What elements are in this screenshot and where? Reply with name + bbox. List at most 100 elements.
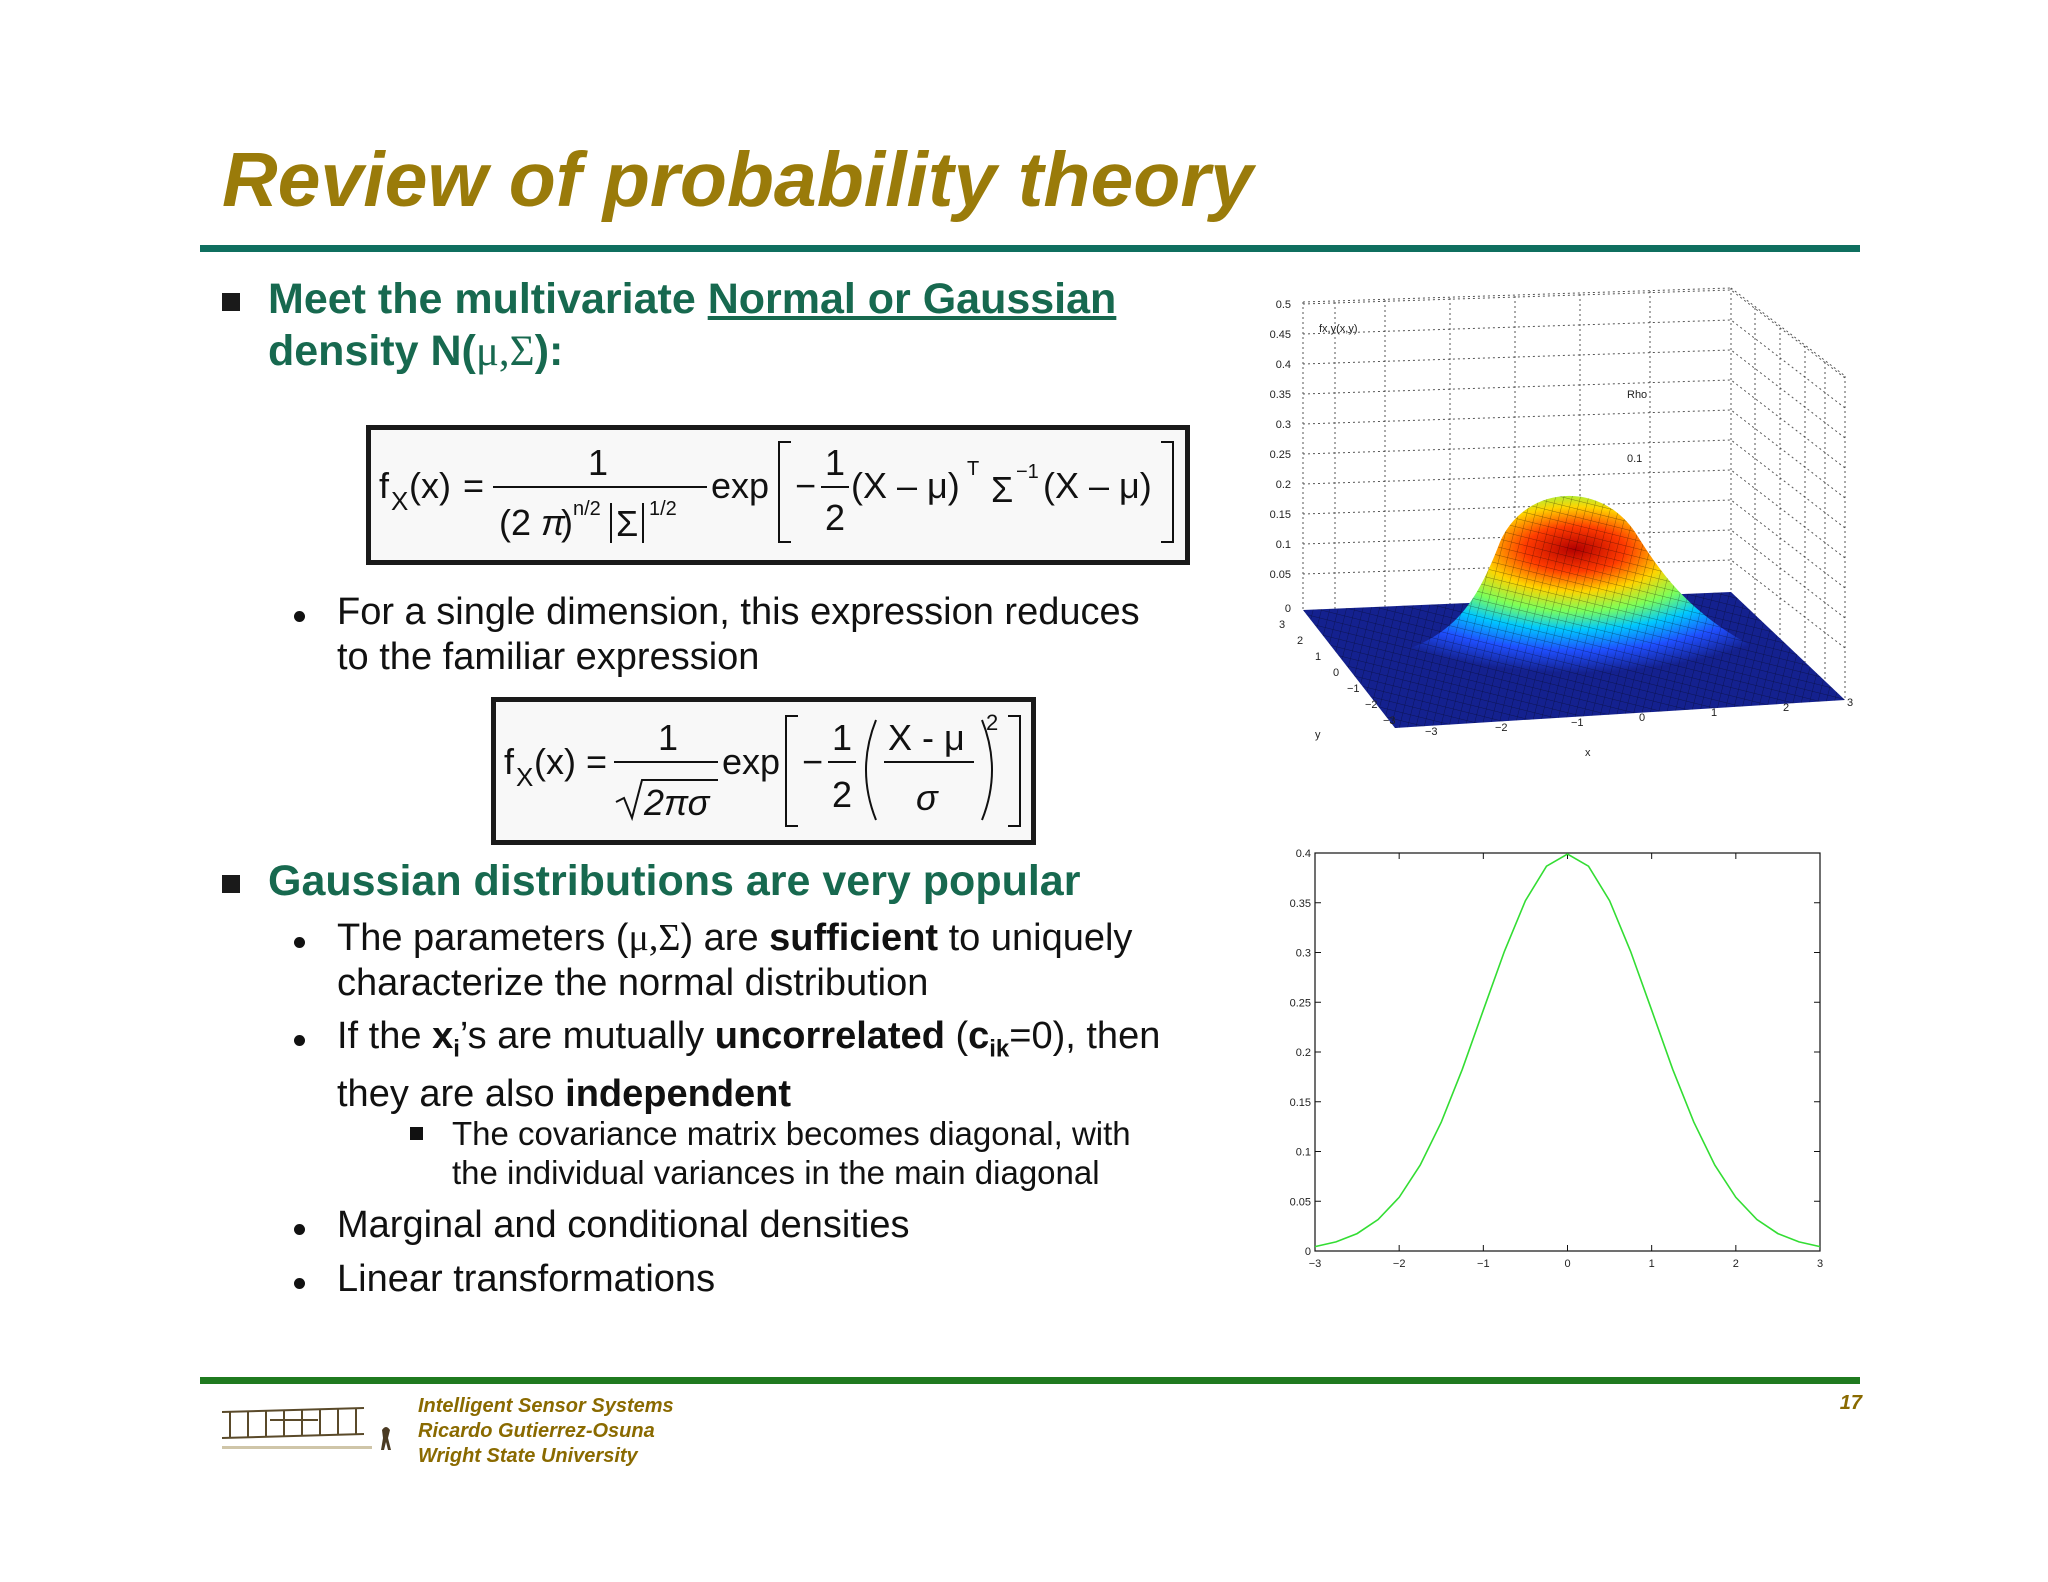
surface-ytick-2: 2: [1297, 635, 1303, 647]
surface-xtick--1: −1: [1571, 717, 1584, 729]
surface-ytick--3: −3: [1383, 715, 1396, 727]
eq2-power: 2: [986, 710, 998, 735]
bullet-dot-4: [294, 1224, 305, 1235]
eq1-minus: −: [795, 465, 816, 506]
line-chart-xtick-label: −2: [1393, 1258, 1406, 1270]
gaussian-surface-plot: 0.5 0.45 0.4 0.35 0.3 0.25 0.2 0.15 0.1 …: [1270, 287, 1853, 759]
sub-bullet-3-post: =0), then: [1009, 1015, 1161, 1057]
surface-ztick-0.1: 0.1: [1276, 539, 1291, 551]
sub-bullet-3-pre: If the: [337, 1015, 433, 1057]
surface-ztick-0.2: 0.2: [1276, 479, 1291, 491]
surface-ztick-0.15: 0.15: [1270, 509, 1291, 521]
page-number: 17: [1839, 1392, 1862, 1414]
sub-bullet-3-ik: ik: [989, 1035, 1010, 1063]
line-chart-ytick-label: 0.2: [1296, 1047, 1311, 1059]
sub-bullet-linear: Linear transformations: [337, 1258, 716, 1300]
eq2-bracket-right: [1008, 715, 1021, 827]
bullet-2: Gaussian distributions are very popular: [268, 857, 1081, 905]
surface-ztick-0.25: 0.25: [1270, 449, 1291, 461]
eq1-term2: (X – μ): [1043, 465, 1152, 506]
line-chart-ytick-label: 0.4: [1296, 848, 1311, 860]
eq2-exp: exp: [722, 741, 780, 782]
bullet-dot-2: [294, 937, 305, 948]
surface-ztick-0.4: 0.4: [1276, 359, 1291, 371]
footer-line-2: Ricardo Gutierrez-Osuna: [418, 1420, 655, 1442]
normal-gaussian-link[interactable]: Normal or Gaussian: [707, 275, 1117, 323]
surface-xlabel: x: [1585, 747, 1591, 759]
surface-ztick-0.45: 0.45: [1270, 329, 1291, 341]
eq2-equals: =: [586, 741, 607, 782]
sub-bullet-uncorrelated: If the xi’s are mutually uncorrelated (c…: [337, 1014, 1160, 1117]
eq1-den-close: ): [561, 502, 573, 543]
eq1-bracket-left: [778, 441, 791, 543]
eq2-sqrt: [615, 779, 718, 822]
bullet-1-line2: density N(: [268, 327, 476, 375]
bullet-1: Meet the multivariate Normal or Gaussian…: [268, 273, 1116, 378]
surface-ztick-0.5: 0.5: [1276, 299, 1291, 311]
line-chart-ytick-label: 0: [1305, 1246, 1311, 1258]
equation-multivariate: f X (x) = 1 (2 π ) n/2 Σ 1/2 exp − 1 2 (…: [366, 425, 1190, 565]
eq1-lhs-arg: (x): [409, 465, 451, 506]
line-chart-xtick-label: 1: [1649, 1258, 1655, 1270]
surface-annot-label: Rho: [1627, 389, 1647, 401]
sub-bullet-3-mid: ’s are mutually: [459, 1015, 715, 1057]
footer-info: Intelligent Sensor Systems Ricardo Gutie…: [418, 1394, 674, 1469]
surface-ytick-0: 0: [1333, 667, 1339, 679]
equation-univariate-svg: f X (x) = 1 2πσ exp − 1 2 X - μ σ 2: [504, 710, 1021, 827]
eq2-lhs-arg: (x): [534, 741, 576, 782]
eq2-denominator: 2πσ: [643, 782, 711, 823]
surface-xtick-0: 0: [1639, 712, 1645, 724]
bullet-1-text: Meet the multivariate: [268, 275, 708, 323]
eq1-term1: (X – μ): [851, 465, 960, 506]
eq1-half-den: 2: [825, 497, 845, 538]
surface-bell-mesh: [1375, 495, 1775, 673]
line-chart-ytick-label: 0.35: [1290, 898, 1311, 910]
eq2-numerator: 1: [658, 717, 678, 758]
eq2-lhs-sub: X: [516, 762, 533, 792]
sub-bullet-2-post: to uniquely: [938, 917, 1133, 959]
line-chart-xtick-label: 2: [1733, 1258, 1739, 1270]
title-divider: [200, 245, 1860, 252]
surface-ztick-0.35: 0.35: [1270, 389, 1291, 401]
bullet-1-greek: μ,Σ: [475, 328, 535, 375]
surface-x-ticks: −3 −2 −1 0 1 2 3: [1425, 697, 1853, 738]
gaussian-line-chart: 0 0.05 0.1 0.15 0.2 0.25 0.3 0.35 0.4 −3 −2 −1 0 1 2 3: [1290, 848, 1823, 1270]
sub-bullet-3-c: c: [968, 1015, 990, 1057]
subsub-bullet-line2: the individual variances in the main dia…: [452, 1154, 1100, 1191]
sub-bullet-2-greek: μ,Σ: [628, 917, 681, 959]
bullet-dot-1: [294, 611, 305, 622]
surface-ytick--1: −1: [1347, 683, 1360, 695]
eq2-half-den: 2: [832, 774, 852, 815]
line-chart-ytick-label: 0.15: [1290, 1097, 1311, 1109]
bullet-square-1: [222, 293, 240, 311]
eq1-sup-T: T: [967, 458, 979, 480]
wright-flyer-logo: [221, 1407, 391, 1450]
surface-ytick-3: 3: [1279, 619, 1285, 631]
surface-ztick-0: 0: [1285, 603, 1291, 615]
eq1-lhs: f: [379, 465, 390, 506]
sub-bullet-2-line2: characterize the normal distribution: [337, 962, 929, 1004]
surface-xtick-3: 3: [1847, 697, 1853, 709]
slide-title: Review of probability theory: [222, 137, 1254, 223]
sub-bullet-1-line2: to the familiar expression: [337, 636, 760, 678]
subsub-bullet-line1: The covariance matrix becomes diagonal, …: [452, 1115, 1131, 1152]
sub-bullet-3-x: x: [432, 1015, 454, 1057]
eq2-frac-den: σ: [916, 777, 939, 818]
line-chart-xtick-label: 3: [1817, 1258, 1823, 1270]
eq1-exp: exp: [711, 465, 769, 506]
eq2-bracket-left: [785, 715, 798, 827]
eq1-equals: =: [463, 465, 484, 506]
eq2-paren-left: [865, 719, 877, 821]
equation-multivariate-svg: f X (x) = 1 (2 π ) n/2 Σ 1/2 exp − 1 2 (…: [379, 441, 1174, 544]
surface-xtick--3: −3: [1425, 726, 1438, 738]
surface-ylabel: y: [1315, 729, 1321, 741]
surface-xtick-1: 1: [1711, 707, 1717, 719]
sub-bullet-3-line2-pre: they are also: [337, 1072, 566, 1115]
surface-z-ticks: 0.5 0.45 0.4 0.35 0.3 0.25 0.2 0.15 0.1 …: [1270, 299, 1291, 615]
bullet-1-close: ):: [534, 327, 564, 375]
line-chart-ytick-label: 0.1: [1296, 1147, 1311, 1159]
eq1-half-num: 1: [825, 442, 845, 483]
eq2-lhs: f: [504, 741, 515, 782]
equation-univariate: f X (x) = 1 2πσ exp − 1 2 X - μ σ 2: [491, 697, 1036, 845]
eq1-sigma: Σ: [991, 469, 1013, 510]
